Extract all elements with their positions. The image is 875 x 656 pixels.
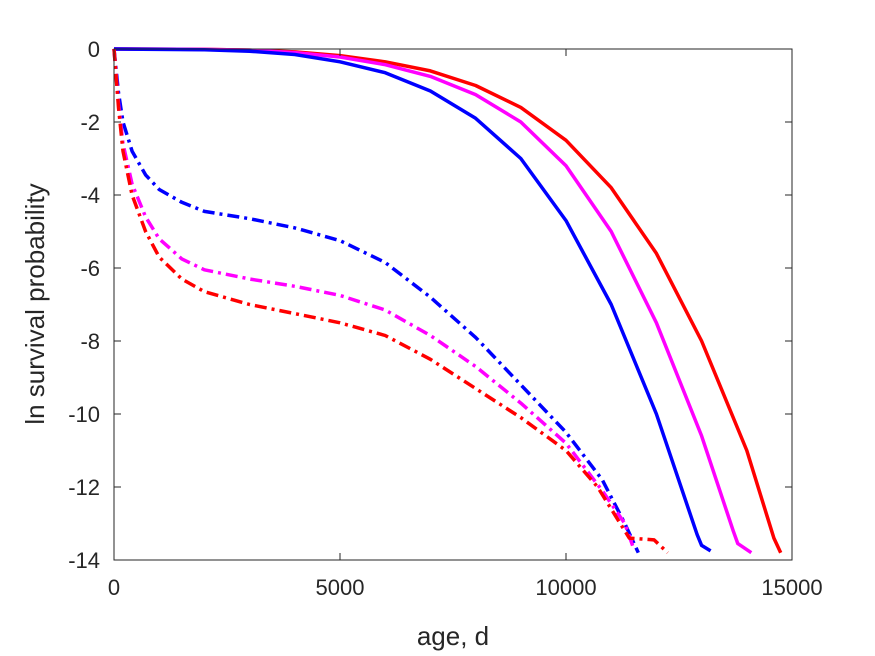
series-layer (112, 47, 783, 555)
y-tick-label: -12 (68, 475, 100, 500)
y-tick-label: 0 (88, 37, 100, 62)
y-tick-label: -6 (80, 256, 100, 281)
series-line-6 (112, 48, 669, 554)
series-line-4 (112, 48, 640, 554)
plot-frame (113, 48, 793, 561)
y-tick-label: -4 (80, 183, 100, 208)
x-tick-label: 15000 (761, 575, 822, 600)
x-tick-label: 10000 (535, 575, 596, 600)
x-tick-label: 0 (108, 575, 120, 600)
plot-background (114, 49, 792, 560)
y-axis-title: ln survival probability (20, 183, 50, 424)
x-tick-label: 5000 (316, 575, 365, 600)
y-tick-label: -14 (68, 548, 100, 573)
y-tick-label: -2 (80, 110, 100, 135)
y-tick-label: -8 (80, 329, 100, 354)
series-line-3 (113, 47, 712, 553)
y-tick-label: -10 (68, 402, 100, 427)
tick-layer: 0 5000 10000 15000 -14 -12 -10 -8 -6 -4 -2 0 (68, 37, 822, 600)
series-line-5 (112, 48, 636, 550)
x-axis-title: age, d (417, 621, 489, 651)
